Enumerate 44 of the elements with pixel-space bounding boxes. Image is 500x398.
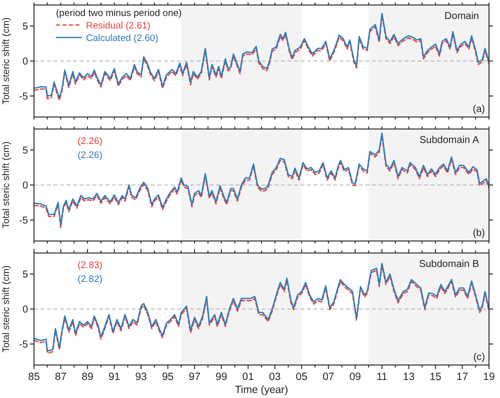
x-tick-label: 93 <box>135 371 148 383</box>
x-tick-label: 17 <box>456 371 468 383</box>
annotation: (a) <box>472 104 485 115</box>
text: (2.83) <box>78 260 102 271</box>
text: (2.26) <box>78 150 102 161</box>
text: (2.82) <box>78 274 102 285</box>
x-tick-label: 95 <box>162 371 174 383</box>
x-axis-title: Time (year) <box>234 384 288 396</box>
x-tick-label: 89 <box>82 371 94 383</box>
x-tick-label: 85 <box>28 371 40 383</box>
y-axis-title: Total steric shift (cm) <box>1 17 12 105</box>
annotation: Subdomain B <box>418 259 480 270</box>
x-tick-label: 05 <box>296 371 308 383</box>
x-tick-label: 97 <box>188 371 201 383</box>
x-tick-label: 87 <box>54 371 67 383</box>
legend-label: Residual (2.61) <box>86 20 150 32</box>
legend-label: Calculated (2.60) <box>86 33 158 44</box>
y-tick-label: 0 <box>22 180 28 192</box>
x-tick-label: 19 <box>483 371 495 383</box>
x-tick-label: 15 <box>430 371 442 383</box>
x-tick-label: 01 <box>242 371 254 383</box>
legend-title: (period two minus period one) <box>56 8 182 19</box>
y-tick-label: 0 <box>22 56 28 68</box>
y-tick-label: 0 <box>22 304 28 316</box>
annotation: Subdomain A <box>420 135 480 146</box>
x-tick-label: 03 <box>269 371 281 383</box>
x-tick-label: 99 <box>216 371 228 383</box>
x-tick-label: 09 <box>349 371 362 383</box>
y-axis-title: Total steric shift (cm) <box>1 141 12 229</box>
y-tick-label: -5 <box>19 92 28 102</box>
y-tick-label: 5 <box>22 22 28 32</box>
annotation: (b) <box>472 228 485 239</box>
annotation: (c) <box>473 352 485 363</box>
y-tick-label: -5 <box>19 340 28 350</box>
x-tick-label: 13 <box>402 371 415 383</box>
x-tick-label: 11 <box>376 371 388 383</box>
annotation: Domain <box>444 11 479 22</box>
text: (2.26) <box>78 136 102 147</box>
y-tick-label: 5 <box>22 270 28 280</box>
y-tick-label: -5 <box>19 216 28 226</box>
x-tick-label: 91 <box>108 371 120 383</box>
y-tick-label: 5 <box>22 146 28 156</box>
x-tick-label: 07 <box>322 371 334 383</box>
y-axis-title: Total steric shift (cm) <box>1 265 12 353</box>
